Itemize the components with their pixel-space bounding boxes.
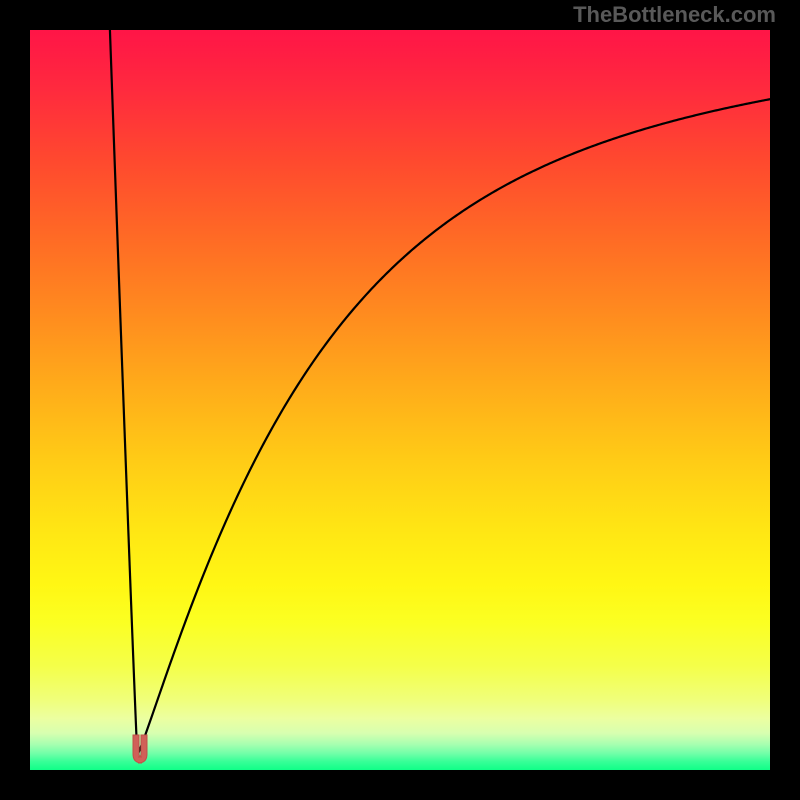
bottleneck-curve — [110, 30, 770, 755]
chart-container: TheBottleneck.com — [0, 0, 800, 800]
watermark-text: TheBottleneck.com — [573, 2, 776, 28]
curve-svg — [0, 0, 800, 800]
